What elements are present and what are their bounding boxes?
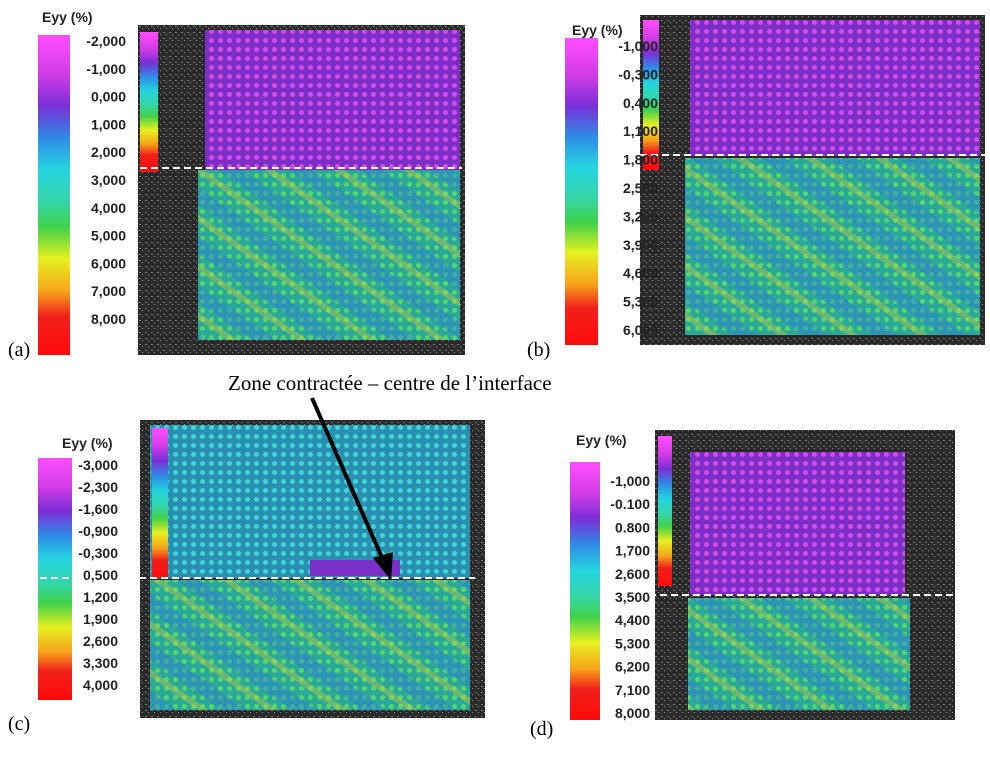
legend-label: 3,200 [623, 208, 658, 224]
legend-label: -1,000 [618, 38, 658, 54]
legend-label: -0,300 [618, 66, 658, 82]
panel-a [38, 25, 465, 355]
legend-label: 3,000 [91, 172, 126, 188]
legend-label: 1,000 [91, 116, 126, 132]
panel-label: (b) [527, 339, 550, 361]
legend-title: Eyy (%) [572, 22, 623, 38]
legend-label: 1,900 [83, 611, 118, 627]
legend-label: -1,600 [78, 501, 118, 517]
panel-b [565, 15, 985, 345]
legend-label: -3,000 [78, 457, 118, 473]
field [150, 425, 470, 578]
legend-label: -2,000 [86, 33, 126, 49]
field [205, 30, 460, 170]
legend-label: 1,800 [623, 152, 658, 168]
legend-label: 8,000 [615, 705, 650, 721]
legend-label: 5,000 [91, 228, 126, 244]
legend-label: 7,000 [91, 283, 126, 299]
legend-label: -2,300 [78, 479, 118, 495]
legend-label: 3,900 [623, 237, 658, 253]
field [685, 158, 980, 335]
legend-label: -0.100 [610, 496, 650, 512]
legend-label: 1,200 [83, 589, 118, 605]
legend-label: 4,000 [83, 677, 118, 693]
arrow [310, 397, 385, 561]
panel-label: (c) [8, 713, 30, 735]
legend-title: Eyy (%) [62, 435, 113, 451]
mini-colorbar [658, 436, 672, 586]
legend-label: 7,100 [615, 682, 650, 698]
legend-label: 4,000 [91, 200, 126, 216]
legend-label: 2,000 [91, 144, 126, 160]
legend-label: 8,000 [91, 311, 126, 327]
colorbar [570, 462, 600, 720]
legend-label: 0.800 [615, 519, 650, 535]
legend-title: Eyy (%) [576, 432, 627, 448]
legend-label: 4,600 [623, 265, 658, 281]
field [690, 20, 980, 156]
legend-label: 1,700 [615, 543, 650, 559]
legend-label: -1,000 [610, 473, 650, 489]
arrow-head [373, 552, 393, 580]
legend-label: 5,300 [623, 294, 658, 310]
panel-label: (d) [530, 718, 553, 740]
legend-label: 4,400 [615, 612, 650, 628]
legend-label: 5,300 [615, 635, 650, 651]
field [150, 580, 470, 710]
annotation: Zone contractée – centre de l’interface [228, 371, 552, 395]
legend-label: 0,000 [91, 89, 126, 105]
legend-label: 3,500 [615, 589, 650, 605]
legend-label: 6,200 [615, 659, 650, 675]
legend-label: 2,500 [623, 180, 658, 196]
legend-label: 6,000 [623, 322, 658, 338]
panel-d [570, 430, 960, 720]
legend-label: 1,100 [623, 123, 658, 139]
mini-colorbar [140, 32, 158, 172]
field [690, 452, 905, 595]
legend-label: 3,300 [83, 655, 118, 671]
legend-label: -1,000 [86, 61, 126, 77]
legend-label: 0,400 [623, 95, 658, 111]
mini-colorbar [152, 428, 168, 578]
colorbar [565, 38, 598, 345]
contracted-zone [310, 560, 400, 576]
mini-colorbar [643, 20, 659, 170]
colorbar [38, 35, 70, 355]
legend-label: 6,000 [91, 255, 126, 271]
legend-title: Eyy (%) [42, 9, 93, 25]
field [688, 598, 910, 710]
legend-label: 0,500 [83, 567, 118, 583]
panel-c [38, 420, 485, 718]
panel-label: (a) [8, 339, 30, 361]
legend-label: 2,600 [615, 566, 650, 582]
legend-label: 2,600 [83, 633, 118, 649]
legend-label: -0,300 [78, 545, 118, 561]
field [198, 170, 460, 340]
legend-label: -0,900 [78, 523, 118, 539]
